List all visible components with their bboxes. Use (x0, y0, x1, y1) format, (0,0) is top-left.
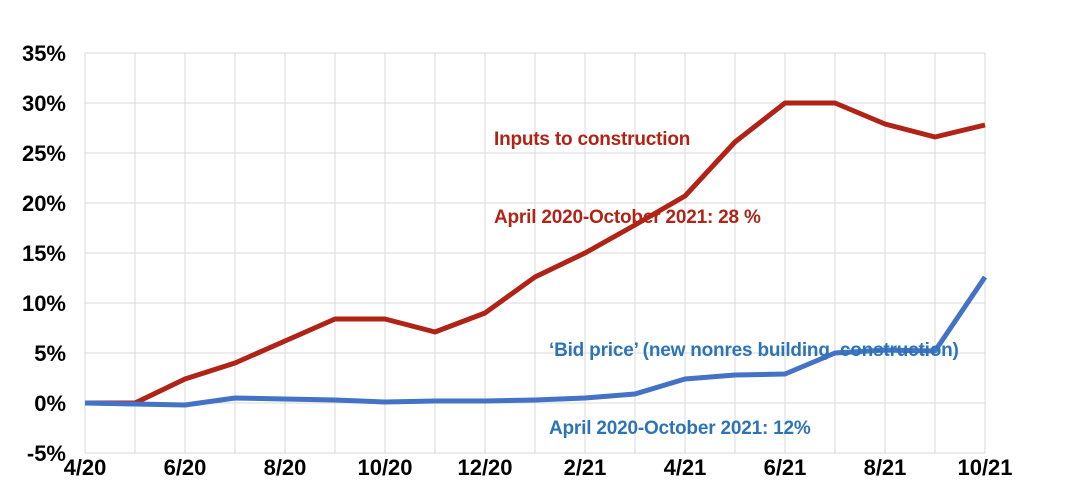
x-tick-label: 6/21 (764, 455, 807, 480)
annotation-title-line: ‘Bid price’ (new nonres building constru… (549, 340, 959, 361)
x-tick-label: 10/21 (957, 455, 1012, 480)
x-tick-label: 4/20 (64, 455, 107, 480)
annotation-inputs-to-construction: Inputs to construction April 2020-Octobe… (494, 75, 761, 283)
y-tick-label: 35% (22, 41, 66, 66)
y-tick-label: 30% (22, 91, 66, 116)
y-tick-label: 15% (22, 241, 66, 266)
y-tick-label: 25% (22, 141, 66, 166)
y-tick-label: 10% (22, 291, 66, 316)
y-tick-label: 20% (22, 191, 66, 216)
annotation-value-line: April 2020-October 2021: 28 % (494, 207, 761, 228)
series-line-inputs-to-construction (85, 100, 986, 406)
x-tick-label: 8/20 (264, 455, 307, 480)
y-tick-label: 5% (34, 341, 66, 366)
series-line-bid-price (84, 275, 988, 408)
y-tick-label: -5% (27, 441, 66, 466)
x-tick-label: 4/21 (664, 455, 707, 480)
x-tick-label: 12/20 (457, 455, 512, 480)
x-tick-label: 10/20 (357, 455, 412, 480)
annotation-value-line: April 2020-October 2021: 12% (549, 418, 811, 439)
y-tick-label: 0% (34, 391, 66, 416)
x-tick-label: 6/20 (164, 455, 207, 480)
x-tick-label: 8/21 (864, 455, 907, 480)
annotation-bid-price: ‘Bid price’ (new nonres building constru… (549, 286, 959, 486)
x-tick-label: 2/21 (564, 455, 607, 480)
annotation-title-line: Inputs to construction (494, 129, 691, 150)
